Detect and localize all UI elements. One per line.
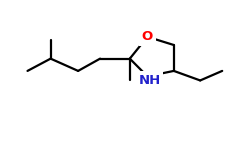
Text: NH: NH [138, 74, 161, 87]
Text: O: O [142, 30, 153, 43]
